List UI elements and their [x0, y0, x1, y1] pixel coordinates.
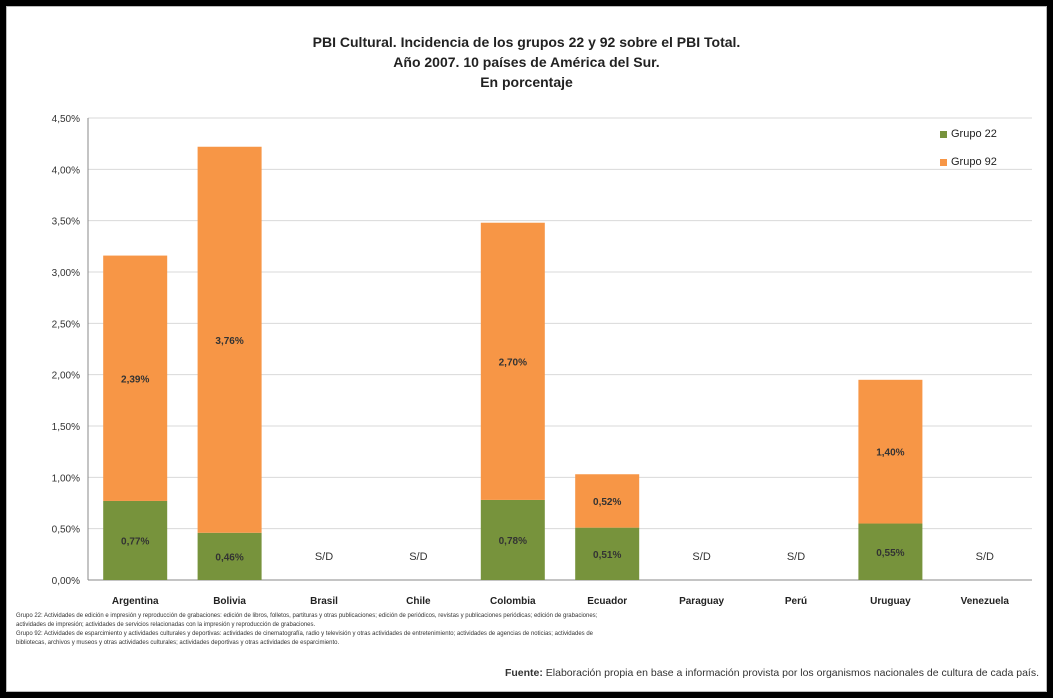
bar-grupo-92 — [480, 222, 545, 500]
y-tick-label: 0,50% — [52, 525, 80, 536]
chart-title-line-2: Año 2007. 10 países de América del Sur. — [393, 54, 660, 70]
data-label: 0,77% — [121, 536, 149, 547]
chart-title-line-3: En porcentaje — [480, 74, 573, 90]
x-tick-label: Brasil — [310, 596, 338, 607]
legend-swatch-grupo-22 — [940, 130, 947, 138]
chart-title-line-1: PBI Cultural. Incidencia de los grupos 2… — [312, 34, 741, 50]
no-data-label: S/D — [692, 551, 710, 563]
y-tick-label: 4,50% — [52, 114, 80, 125]
legend-item-grupo-92: Grupo 92 — [940, 148, 997, 176]
no-data-label: S/D — [787, 551, 805, 563]
legend-item-grupo-22: Grupo 22 — [940, 120, 997, 148]
y-tick-label: 2,50% — [52, 319, 80, 330]
note-line: Grupo 22: Actividades de edición e impre… — [16, 613, 598, 619]
data-label: 0,46% — [215, 552, 243, 563]
chart-notes: Grupo 22: Actividades de edición e impre… — [16, 612, 1036, 648]
no-data-label: S/D — [976, 551, 994, 563]
bar-grupo-92 — [103, 255, 168, 501]
legend-label-grupo-22: Grupo 22 — [951, 128, 997, 140]
x-tick-label: Colombia — [490, 596, 536, 607]
bar-grupo-92 — [575, 474, 640, 528]
no-data-label: S/D — [315, 551, 333, 563]
data-label: 2,39% — [121, 374, 149, 385]
bar-grupo-22 — [103, 500, 168, 580]
source-note: Fuente: Elaboración propia en base a inf… — [505, 667, 1039, 679]
chart-legend: Grupo 22 Grupo 92 — [940, 120, 997, 176]
y-tick-label: 0,00% — [52, 576, 80, 587]
note-line: Grupo 92: Actividades de esparcimiento y… — [16, 631, 593, 637]
bar-grupo-22 — [197, 532, 262, 580]
note-line: bibliotecas, archivos y museos y otras a… — [16, 640, 340, 646]
legend-label-grupo-92: Grupo 92 — [951, 156, 997, 168]
data-label: 1,40% — [876, 448, 904, 459]
bar-grupo-22 — [858, 523, 923, 580]
data-label: 0,55% — [876, 548, 904, 559]
data-label: 3,76% — [215, 336, 243, 347]
bar-grupo-92 — [197, 146, 262, 533]
bar-grupo-22 — [480, 499, 545, 580]
data-label: 2,70% — [499, 357, 527, 368]
x-tick-label: Venezuela — [961, 596, 1010, 607]
source-text: Elaboración propia en base a información… — [545, 667, 1039, 679]
bar-grupo-22 — [575, 527, 640, 580]
x-tick-label: Perú — [785, 596, 807, 607]
x-tick-label: Paraguay — [679, 596, 724, 607]
y-tick-label: 1,00% — [52, 473, 80, 484]
data-label: 0,52% — [593, 497, 621, 508]
y-tick-label: 3,50% — [52, 217, 80, 228]
source-label: Fuente: — [504, 667, 543, 679]
bar-grupo-92 — [858, 379, 923, 524]
data-label: 0,51% — [593, 550, 621, 561]
y-tick-label: 3,00% — [52, 268, 80, 279]
y-tick-label: 1,50% — [52, 422, 80, 433]
note-line: actividades de impresión; actividades de… — [16, 622, 316, 628]
x-tick-label: Ecuador — [587, 596, 627, 607]
x-tick-label: Uruguay — [870, 596, 911, 607]
x-tick-label: Bolivia — [213, 596, 246, 607]
y-tick-label: 4,00% — [52, 165, 80, 176]
x-tick-label: Chile — [406, 596, 431, 607]
chart-title: PBI Cultural. Incidencia de los grupos 2… — [0, 32, 1053, 92]
x-tick-label: Argentina — [112, 596, 159, 607]
no-data-label: S/D — [409, 551, 427, 563]
y-tick-label: 2,00% — [52, 371, 80, 382]
legend-swatch-grupo-92 — [940, 158, 947, 166]
data-label: 0,78% — [499, 536, 527, 547]
